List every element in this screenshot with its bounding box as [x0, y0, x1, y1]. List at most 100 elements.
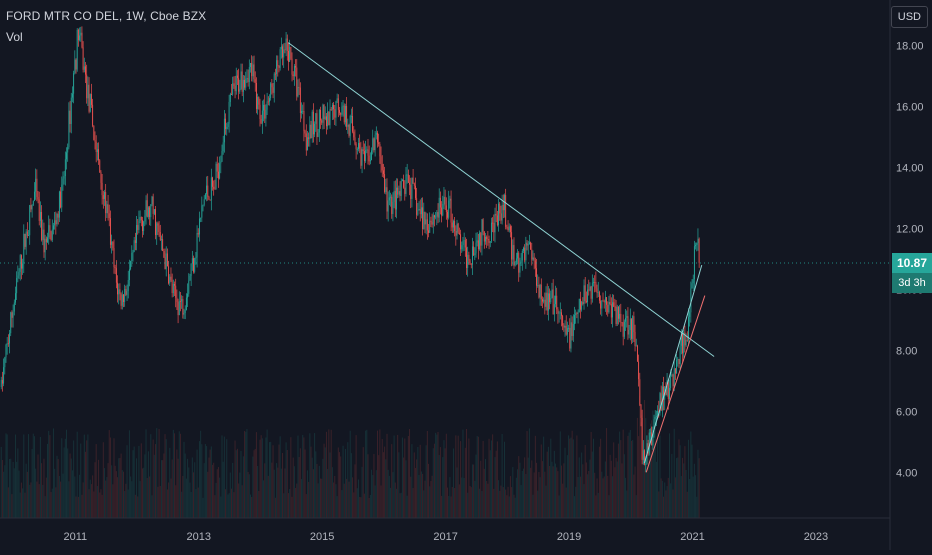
candle-body	[162, 239, 164, 251]
candle-body	[689, 312, 691, 317]
volume-bar	[316, 464, 318, 518]
volume-bar	[390, 487, 392, 518]
volume-bar	[128, 430, 130, 518]
candle-body	[507, 227, 509, 231]
candle-body	[139, 216, 141, 222]
candle-body	[307, 137, 308, 151]
volume-bar	[528, 428, 530, 518]
volume-bar	[499, 490, 501, 518]
volume-bar	[343, 483, 345, 518]
volume-bar	[670, 483, 672, 518]
candle-body	[627, 316, 629, 335]
candle-body	[304, 131, 306, 134]
candle-body	[419, 209, 421, 215]
volume-bar	[147, 451, 149, 518]
candle-body	[373, 138, 375, 151]
candle-body	[293, 65, 295, 77]
candle-body	[682, 333, 683, 354]
candle-body	[272, 87, 274, 93]
currency-button[interactable]: USD	[890, 6, 928, 28]
candle-body	[144, 215, 146, 222]
candle-body	[622, 322, 624, 337]
candle-body	[377, 132, 378, 143]
candle-body	[101, 182, 103, 196]
candle-body	[410, 184, 412, 199]
x-tick-label: 2023	[804, 531, 828, 543]
volume-bar	[588, 470, 590, 518]
candle-body	[188, 280, 190, 294]
volume-bar	[484, 459, 486, 518]
volume-bar	[423, 490, 425, 518]
candle-body	[233, 83, 235, 87]
volume-bar	[303, 437, 305, 518]
volume-bar	[4, 465, 6, 518]
volume-bar	[411, 444, 413, 518]
volume-bar	[233, 492, 235, 518]
candle-body	[1, 379, 3, 384]
volume-bar	[679, 445, 681, 518]
volume-bar	[403, 457, 405, 518]
trendline-drawing[interactable]	[287, 42, 715, 357]
x-tick-label: 2013	[186, 531, 210, 543]
candle-body	[269, 98, 270, 102]
candle-body	[277, 60, 279, 67]
volume-indicator-label[interactable]: Vol	[6, 30, 23, 44]
candle-body	[417, 209, 419, 215]
candle-body	[155, 209, 156, 235]
volume-bar	[525, 473, 527, 518]
candle-body	[138, 221, 140, 230]
candle-body	[353, 131, 355, 138]
volume-bar	[170, 478, 172, 518]
trendline-drawing[interactable]	[645, 295, 706, 473]
candle-body	[477, 240, 479, 250]
volume-bar	[479, 488, 481, 518]
volume-bar	[671, 453, 673, 518]
volume-bar	[11, 494, 13, 518]
volume-bar	[101, 494, 103, 518]
volume-bar	[503, 441, 505, 518]
candle-body	[524, 247, 526, 261]
candle-body	[206, 185, 208, 195]
candle-body	[614, 306, 616, 308]
volume-bar	[641, 415, 643, 518]
volume-bar	[212, 464, 214, 518]
candle-body	[399, 191, 401, 196]
candle-body	[240, 71, 242, 89]
candle-body	[616, 306, 618, 324]
y-tick-label: 18.00	[896, 41, 924, 53]
volume-bar	[220, 496, 222, 518]
candle-body	[86, 74, 88, 99]
candle-body	[127, 280, 129, 292]
volume-bar	[302, 434, 304, 518]
candle-body	[390, 196, 391, 198]
candle-body	[455, 230, 457, 236]
candle-body	[378, 142, 380, 145]
candle-body	[543, 299, 545, 302]
candle-body	[128, 269, 130, 281]
candle-body	[425, 219, 427, 225]
candle-body	[474, 253, 476, 256]
volume-bar	[397, 434, 399, 518]
candle-body	[219, 163, 221, 179]
trendline-drawing[interactable]	[643, 264, 703, 464]
candle-body	[71, 93, 73, 98]
candle-body	[208, 196, 210, 200]
candle-body	[216, 163, 218, 172]
candle-body	[667, 380, 669, 399]
bar-countdown-tag: 3d 3h	[892, 272, 932, 293]
candle-body	[79, 35, 81, 41]
volume-bar	[222, 461, 224, 518]
volume-bar	[621, 463, 623, 518]
volume-bar	[223, 436, 225, 518]
candle-body	[359, 143, 361, 149]
candle-body	[215, 163, 217, 190]
candle-body	[512, 245, 514, 260]
candle-body	[670, 374, 672, 388]
candle-body	[436, 212, 438, 217]
candle-body	[582, 301, 584, 305]
candle-body	[108, 213, 110, 219]
volume-bar	[348, 481, 350, 518]
volume-bar	[246, 429, 248, 518]
